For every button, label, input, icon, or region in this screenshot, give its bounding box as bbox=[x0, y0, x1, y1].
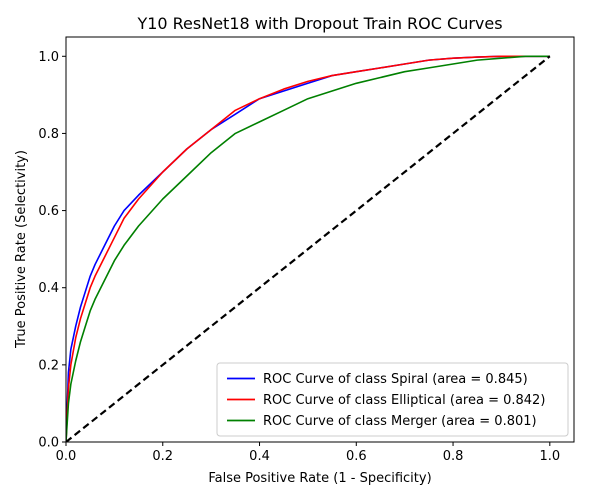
y-tick-label: 0.4 bbox=[38, 281, 59, 296]
x-tick-label: 0.2 bbox=[152, 449, 173, 464]
x-tick-label: 0.6 bbox=[346, 449, 367, 464]
y-axis-label: True Positive Rate (Selectivity) bbox=[14, 150, 29, 349]
x-tick-label: 0.8 bbox=[443, 449, 464, 464]
series-line-1 bbox=[66, 55, 550, 442]
y-tick-label: 0.2 bbox=[38, 358, 59, 373]
y-tick-label: 0.6 bbox=[38, 204, 59, 219]
series-line-2 bbox=[66, 55, 550, 442]
series-lines bbox=[66, 55, 551, 442]
chance-diagonal-line bbox=[66, 55, 551, 442]
plot-area bbox=[65, 36, 575, 443]
legend-entry-label: ROC Curve of class Spiral (area = 0.845) bbox=[263, 372, 528, 387]
x-axis-label: False Positive Rate (1 - Specificity) bbox=[208, 471, 431, 486]
y-tick-label: 0.0 bbox=[38, 436, 59, 451]
legend-box bbox=[216, 362, 569, 437]
legend-entry-label: ROC Curve of class Elliptical (area = 0.… bbox=[263, 393, 545, 408]
x-tick-label: 0.4 bbox=[249, 449, 270, 464]
plot-frame bbox=[65, 36, 575, 443]
axis-ticks: 0.0 0.2 0.4 0.6 0.8 1.0 0.0 0.2 0.4 0.6 0.8 1.0 bbox=[38, 50, 560, 464]
legend-entry-label: ROC Curve of class Merger (area = 0.801) bbox=[263, 414, 537, 429]
y-tick-label: 0.8 bbox=[38, 127, 59, 142]
chart-title: Y10 ResNet18 with Dropout Train ROC Curv… bbox=[136, 14, 502, 33]
x-tick-label: 0.0 bbox=[56, 449, 77, 464]
y-tick-label: 1.0 bbox=[38, 50, 59, 65]
x-tick-label: 1.0 bbox=[539, 449, 560, 464]
legend: ROC Curve of class Spiral (area = 0.845)… bbox=[216, 362, 569, 437]
